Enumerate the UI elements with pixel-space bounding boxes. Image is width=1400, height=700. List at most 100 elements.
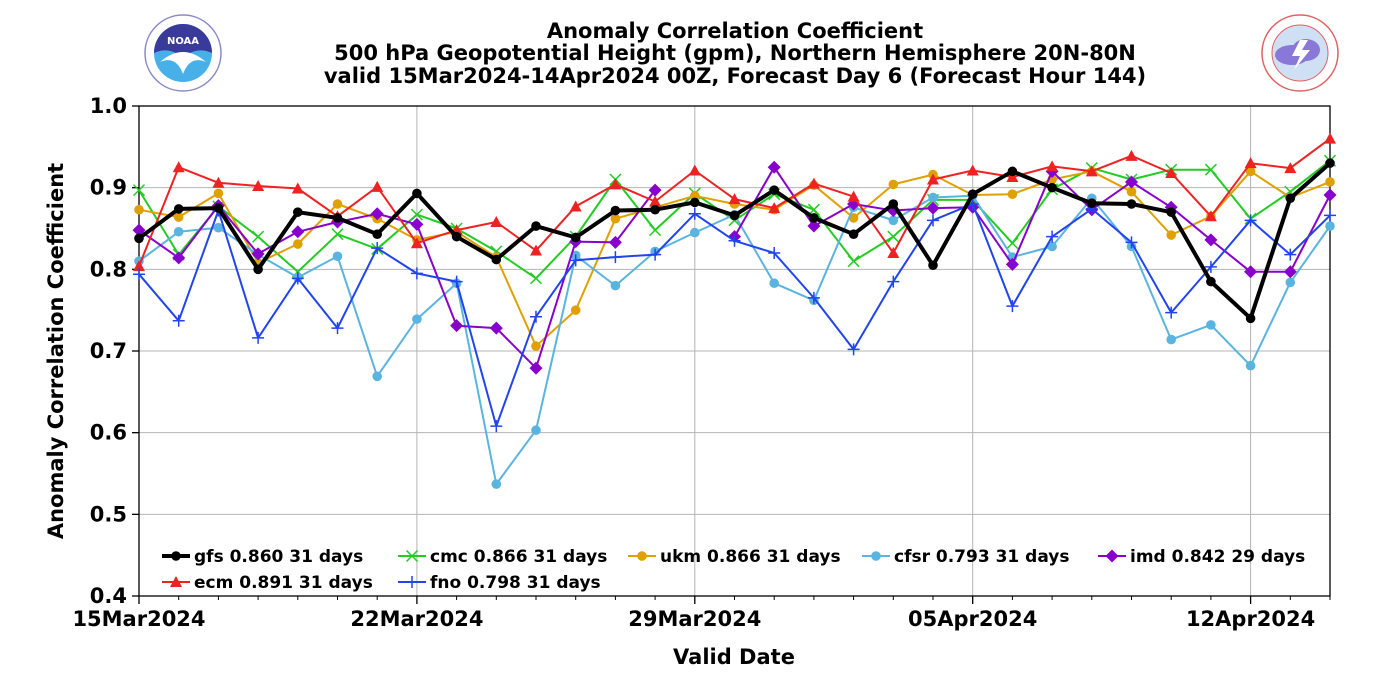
legend-marker-cfsr: [871, 551, 881, 561]
cfsr-point: [1245, 360, 1256, 371]
imd-point: [926, 201, 940, 215]
fno-point: [569, 254, 582, 267]
ecm-point: [530, 244, 542, 256]
gfs-point: [570, 232, 581, 243]
imd-point: [608, 235, 622, 249]
y-tick-label: 0.4: [90, 584, 127, 608]
fno-point: [768, 247, 781, 259]
gfs-point: [1325, 158, 1335, 168]
legend-label-fno: fno 0.798 31 days: [430, 573, 601, 593]
cfsr-point: [610, 280, 621, 291]
gfs-point: [1245, 313, 1256, 324]
fno-point: [887, 275, 900, 288]
y-tick-label: 0.5: [90, 502, 127, 526]
ecm-point: [887, 247, 900, 258]
ukm-point: [1007, 189, 1018, 199]
chart-title-line-1: Anomaly Correlation Coefficient: [547, 19, 923, 43]
legend-entry-cfsr: cfsr 0.793 31 days: [862, 547, 1069, 567]
gfs-point: [173, 204, 184, 214]
cmc-point: [649, 224, 662, 237]
legend-label-gfs: gfs 0.860 31 days: [194, 547, 363, 567]
cfsr-point: [1206, 320, 1216, 330]
ukm-point: [848, 213, 859, 223]
legend: gfs 0.860 31 days cmc 0.866 31 days ukm 0.…: [162, 547, 1305, 593]
fno-point: [807, 291, 820, 304]
ukm-point: [173, 212, 184, 222]
ecm-point: [1085, 165, 1098, 177]
cmc-point: [529, 272, 543, 285]
cfsr-point: [928, 192, 938, 203]
gfs-point: [1206, 276, 1216, 287]
y-axis-label: Anomaly Correlation Coefficient: [44, 163, 68, 539]
gfs-point: [1007, 166, 1018, 177]
ecm-point: [212, 176, 225, 188]
fno-point: [1046, 230, 1059, 243]
cfsr-point: [332, 251, 343, 262]
imd-point: [767, 160, 781, 174]
gfs-point: [1166, 207, 1176, 217]
ecm-point: [371, 180, 384, 192]
cfsr-point: [1047, 241, 1057, 252]
cmc-point: [847, 255, 860, 268]
fno-point: [1324, 209, 1336, 222]
cmc-point: [887, 230, 900, 243]
cfsr-point: [888, 215, 899, 226]
ecm-point: [847, 190, 860, 202]
ecm-point: [569, 200, 582, 212]
legend-label-imd: imd 0.842 29 days: [1130, 547, 1305, 567]
gfs-point: [809, 213, 819, 223]
legend-marker-ukm: [637, 551, 647, 561]
imd-point: [648, 183, 662, 197]
legend-marker-gfs: [171, 551, 181, 561]
gfs-point: [134, 233, 144, 244]
legend-entry-ecm: ecm 0.891 31 days: [162, 573, 373, 593]
ecm-point: [252, 180, 265, 192]
fno-point: [847, 343, 860, 356]
ecm-point: [1125, 149, 1138, 161]
cfsr-point: [769, 278, 779, 289]
noaa-logo: NOAA: [144, 14, 222, 92]
x-tick-label: 15Mar2024: [72, 607, 205, 631]
ecm-point: [807, 177, 820, 189]
legend-marker-fno: [406, 576, 418, 588]
imd-point: [410, 217, 424, 231]
gfs-point: [729, 210, 740, 221]
y-tick-label: 0.9: [90, 176, 127, 200]
ukm-point: [610, 213, 621, 224]
fno-point: [530, 310, 542, 323]
x-tick-label: 22Mar2024: [350, 607, 483, 631]
fno-point: [410, 267, 423, 280]
ukm-point: [213, 188, 224, 199]
ecm-point: [1244, 157, 1257, 169]
y-tick-label: 0.6: [90, 421, 127, 445]
gfs-point: [1087, 198, 1097, 208]
imd-point: [370, 207, 384, 221]
ecm-point: [927, 173, 939, 185]
cfsr-point: [173, 226, 184, 237]
fno-point: [609, 251, 622, 264]
legend-entry-gfs: gfs 0.860 31 days: [162, 547, 363, 567]
cmc-point: [252, 230, 265, 243]
legend-marker-ecm: [170, 576, 182, 587]
gfs-point: [412, 188, 422, 199]
legend-entry-ukm: ukm 0.866 31 days: [628, 547, 841, 567]
imd-point: [1125, 175, 1138, 189]
imd-point: [172, 251, 186, 265]
ecm-point: [649, 195, 662, 207]
ukm-point: [1126, 186, 1137, 197]
fno-point: [490, 420, 503, 433]
series-fno: [133, 198, 1336, 433]
imd-point: [1204, 233, 1218, 247]
ecm-point: [1165, 166, 1178, 178]
legend-entry-imd: imd 0.842 29 days: [1098, 547, 1305, 567]
ecm-point: [966, 164, 979, 176]
imd-point: [529, 361, 543, 375]
series-ecm: [133, 132, 1336, 272]
cmc-point: [410, 208, 423, 221]
gfs-point: [1126, 199, 1137, 209]
fno-point: [649, 248, 662, 261]
y-tick-label: 1.0: [90, 94, 127, 118]
gfs-point: [491, 254, 502, 265]
fno-point: [1006, 300, 1019, 313]
